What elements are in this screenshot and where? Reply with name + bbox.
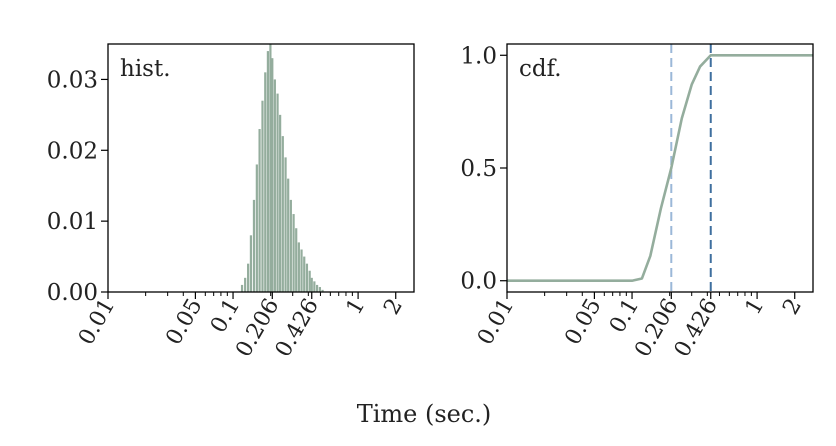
histogram-bar (244, 277, 247, 292)
histogram-bar (297, 242, 300, 292)
histogram-bar (249, 235, 253, 292)
histogram-bar (287, 178, 290, 292)
histogram-bar (292, 214, 295, 292)
y-tick-label: 1.0 (460, 43, 497, 69)
histogram-bar (255, 164, 258, 292)
y-tick-label: 0.0 (460, 269, 497, 295)
histogram-bar (300, 249, 303, 292)
x-tick-label: 1 (342, 295, 371, 320)
histogram-bar (295, 228, 298, 292)
axes-frame (107, 43, 415, 293)
x-tick-label: 0.1 (206, 295, 245, 338)
histogram-bar (264, 72, 267, 292)
cdf-line (507, 53, 813, 283)
histogram-bar (276, 93, 279, 292)
panel-label: hist. (120, 56, 171, 82)
histogram-bar (240, 284, 244, 292)
x-tick-label: 2 (778, 295, 807, 320)
histogram-bar (252, 199, 256, 292)
y-tick-label: 0.5 (460, 156, 497, 182)
plot-area (507, 44, 813, 292)
histogram-bar (313, 281, 316, 292)
histogram-bar (273, 79, 276, 292)
histogram-bar (303, 256, 306, 292)
histogram-bar (284, 157, 287, 292)
histogram-bar (261, 100, 264, 292)
histogram-bar (289, 199, 292, 292)
y-tick-label: 0.03 (47, 67, 98, 93)
histogram-bar (266, 51, 269, 292)
histogram-bar (321, 289, 324, 292)
panel-label: cdf. (519, 56, 562, 82)
histogram-bar (271, 58, 274, 292)
x-tick-label: 0.05 (560, 295, 606, 350)
plot-area (240, 44, 324, 292)
histogram-bar (269, 44, 272, 292)
y-tick-label: 0.00 (47, 280, 98, 306)
y-tick-label: 0.01 (47, 209, 98, 235)
x-tick-label: 0.01 (473, 295, 519, 350)
x-tick-label: 0.1 (605, 295, 644, 338)
histogram-bar (318, 287, 321, 292)
x-tick-label: 1 (741, 295, 770, 320)
histogram-bar (258, 129, 261, 292)
x-tick-label: 2 (379, 295, 408, 320)
histogram-bar (315, 284, 319, 292)
shared-x-axis-label: Time (sec.) (357, 400, 492, 428)
histogram-bar (310, 277, 313, 292)
histogram-bar (308, 270, 311, 292)
histogram-bar (247, 263, 250, 292)
y-tick-label: 0.02 (47, 138, 98, 164)
histogram-bar (279, 114, 282, 292)
histogram-bar (305, 263, 309, 292)
hist-panel: hist.0.000.010.020.030.01 0.050.10.2060.4… (47, 43, 415, 362)
x-tick-label: 0.05 (161, 295, 207, 350)
histogram-bar (281, 136, 284, 292)
